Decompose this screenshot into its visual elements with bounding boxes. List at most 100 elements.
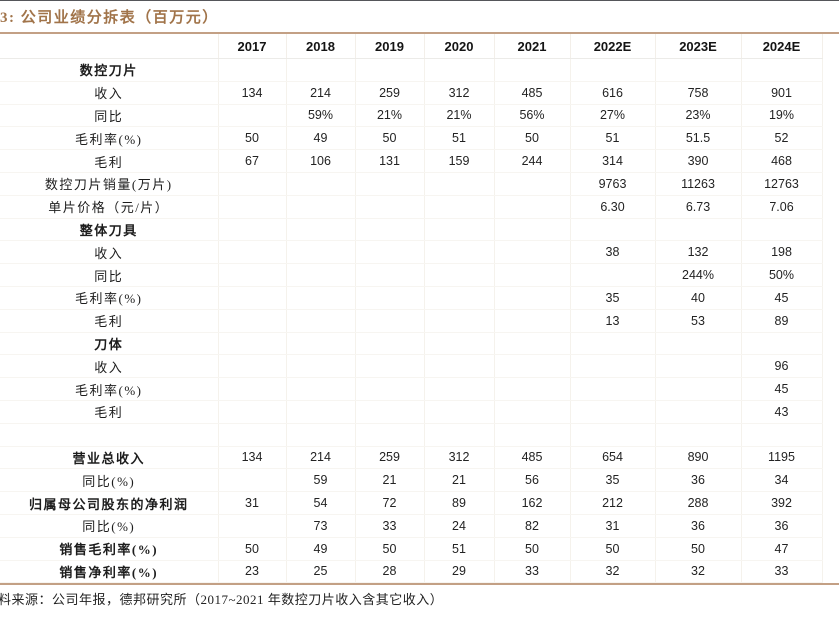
source-note: 料来源：公司年报，德邦研究所（2017~2021 年数控刀片收入含其它收入） bbox=[0, 592, 444, 607]
value-cell bbox=[286, 172, 356, 196]
value-cell bbox=[424, 309, 495, 333]
value-cell bbox=[424, 240, 495, 265]
value-cell: 51.5 bbox=[655, 126, 742, 151]
value-cell: 89 bbox=[741, 309, 823, 333]
row-label: 毛利 bbox=[0, 149, 219, 173]
value-cell: 11263 bbox=[655, 172, 742, 196]
row-label: 毛利 bbox=[0, 400, 219, 424]
value-cell: 21% bbox=[355, 104, 425, 128]
value-cell bbox=[355, 58, 425, 82]
value-cell: 51 bbox=[424, 126, 495, 151]
table-bottom-rule bbox=[0, 583, 839, 585]
row-label: 刀体 bbox=[0, 332, 219, 356]
top-divider-rule bbox=[0, 0, 839, 1]
value-cell: 1195 bbox=[741, 446, 823, 470]
table-row: 同比 59% 21% 21% 56% 27% 23% 19% bbox=[0, 104, 823, 128]
row-label: 收入 bbox=[0, 81, 219, 105]
value-cell bbox=[286, 286, 356, 310]
value-cell: 23% bbox=[655, 104, 742, 128]
value-cell: 390 bbox=[655, 149, 742, 173]
value-cell bbox=[494, 263, 571, 287]
value-cell: 49 bbox=[286, 537, 356, 561]
value-cell: 43 bbox=[741, 400, 823, 424]
year-column-header: 2019 bbox=[355, 34, 425, 59]
value-cell bbox=[424, 400, 495, 424]
value-cell: 50 bbox=[218, 537, 287, 561]
value-cell bbox=[286, 240, 356, 265]
value-cell bbox=[355, 218, 425, 242]
table-body: 数控刀片 收入 134 214 259 312 485 616 758 901 同比 59% 21% 21… bbox=[0, 58, 823, 584]
value-cell bbox=[424, 195, 495, 219]
value-cell: 9763 bbox=[570, 172, 656, 196]
value-cell bbox=[494, 400, 571, 424]
value-cell: 312 bbox=[424, 81, 495, 105]
value-cell: 29 bbox=[424, 560, 495, 584]
row-label: 数控刀片 bbox=[0, 58, 219, 82]
value-cell: 312 bbox=[424, 446, 495, 470]
row-label: 数控刀片销量(万片) bbox=[0, 172, 219, 196]
value-cell: 35 bbox=[570, 286, 656, 310]
value-cell: 6.73 bbox=[655, 195, 742, 219]
value-cell: 19% bbox=[741, 104, 823, 128]
row-label: 营业总收入 bbox=[0, 446, 219, 470]
value-cell: 51 bbox=[424, 537, 495, 561]
value-cell: 134 bbox=[218, 446, 287, 470]
year-column-header: 2022E bbox=[570, 34, 656, 59]
table-row: 归属母公司股东的净利润 31 54 72 89 162 212 288 392 bbox=[0, 491, 823, 515]
value-cell: 36 bbox=[655, 514, 742, 538]
value-cell bbox=[655, 332, 742, 356]
value-cell bbox=[355, 286, 425, 310]
value-cell: 244 bbox=[494, 149, 571, 173]
row-label: 单片价格（元/片） bbox=[0, 195, 219, 219]
value-cell bbox=[494, 423, 571, 447]
table-top-rule bbox=[0, 32, 839, 34]
value-cell: 31 bbox=[570, 514, 656, 538]
value-cell: 40 bbox=[655, 286, 742, 310]
value-cell bbox=[286, 354, 356, 379]
value-cell bbox=[570, 423, 656, 447]
table-row: 整体刀具 bbox=[0, 218, 823, 242]
value-cell: 24 bbox=[424, 514, 495, 538]
value-cell: 244% bbox=[655, 263, 742, 287]
value-cell: 212 bbox=[570, 491, 656, 515]
table-row: 收入 38 132 198 bbox=[0, 240, 823, 265]
value-cell bbox=[355, 400, 425, 424]
value-cell bbox=[494, 309, 571, 333]
value-cell: 21 bbox=[424, 468, 495, 493]
year-column-header: 2024E bbox=[741, 34, 823, 59]
value-cell: 59% bbox=[286, 104, 356, 128]
value-cell: 50 bbox=[655, 537, 742, 561]
value-cell bbox=[570, 354, 656, 379]
value-cell: 25 bbox=[286, 560, 356, 584]
value-cell bbox=[424, 332, 495, 356]
value-cell bbox=[355, 195, 425, 219]
value-cell bbox=[494, 58, 571, 82]
value-cell bbox=[286, 58, 356, 82]
value-cell: 468 bbox=[741, 149, 823, 173]
value-cell bbox=[218, 263, 287, 287]
value-cell bbox=[494, 332, 571, 356]
row-label: 毛利 bbox=[0, 309, 219, 333]
value-cell: 131 bbox=[355, 149, 425, 173]
row-label: 毛利率(%) bbox=[0, 286, 219, 310]
value-cell: 45 bbox=[741, 286, 823, 310]
value-cell: 214 bbox=[286, 81, 356, 105]
value-cell: 33 bbox=[494, 560, 571, 584]
value-cell bbox=[218, 400, 287, 424]
value-cell: 28 bbox=[355, 560, 425, 584]
row-label: 同比 bbox=[0, 104, 219, 128]
value-cell: 890 bbox=[655, 446, 742, 470]
value-cell: 52 bbox=[741, 126, 823, 151]
value-cell: 89 bbox=[424, 491, 495, 515]
value-cell bbox=[655, 377, 742, 401]
year-column-header: 2017 bbox=[218, 34, 287, 59]
table-row: 数控刀片 bbox=[0, 58, 823, 82]
row-label: 收入 bbox=[0, 240, 219, 265]
table-row: 毛利 43 bbox=[0, 400, 823, 424]
value-cell bbox=[218, 104, 287, 128]
value-cell: 259 bbox=[355, 446, 425, 470]
value-cell: 56% bbox=[494, 104, 571, 128]
value-cell bbox=[494, 354, 571, 379]
value-cell bbox=[494, 218, 571, 242]
value-cell bbox=[494, 240, 571, 265]
